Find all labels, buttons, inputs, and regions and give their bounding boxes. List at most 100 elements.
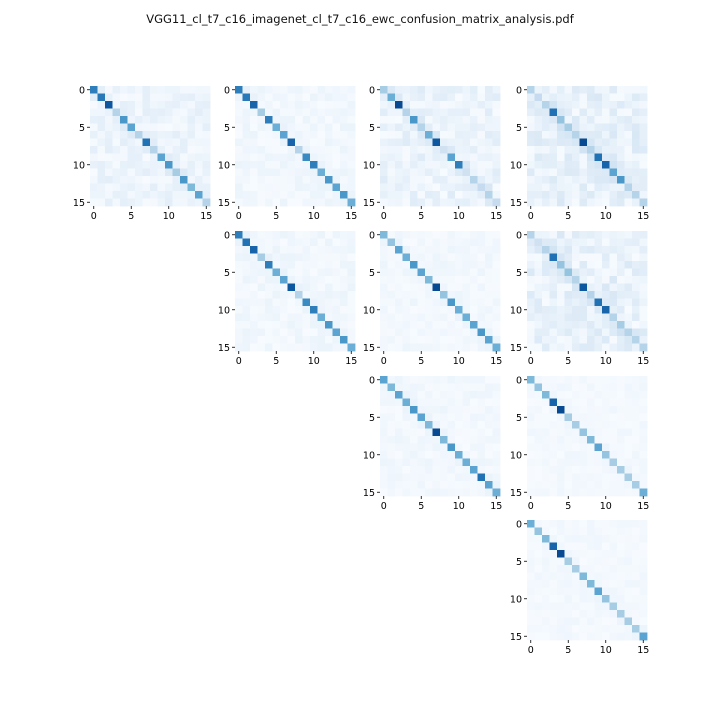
heatmap-cell <box>485 413 493 422</box>
heatmap-cell <box>594 557 603 566</box>
heatmap-cell <box>624 406 633 414</box>
heatmap-cell <box>587 93 595 102</box>
heatmap-cell <box>477 473 486 482</box>
heatmap-cell <box>462 488 471 497</box>
heatmap-cell <box>624 253 633 262</box>
heatmap-cell <box>617 587 625 596</box>
heatmap-cell <box>485 108 493 117</box>
heatmap-cell <box>534 473 543 482</box>
heatmap-cell <box>317 321 326 329</box>
heatmap-cell <box>287 313 296 322</box>
heatmap-cell <box>387 458 396 467</box>
heatmap-cell <box>287 153 296 162</box>
heatmap-cell <box>527 231 535 239</box>
heatmap-cell <box>462 231 471 239</box>
heatmap-cell <box>477 328 486 337</box>
heatmap-cell <box>534 183 543 192</box>
heatmap-cell <box>157 168 166 177</box>
heatmap-cell <box>295 101 303 109</box>
heatmap-cell <box>410 176 418 184</box>
heatmap-cell <box>587 413 595 422</box>
x-tick-label: 5 <box>565 645 571 656</box>
heatmap-cell <box>257 146 266 154</box>
heatmap-cell <box>485 376 493 384</box>
heatmap-cell <box>602 101 610 109</box>
heatmap-cell <box>440 488 448 497</box>
heatmap-cell <box>250 176 258 184</box>
heatmap-cell <box>534 276 543 284</box>
heatmap-cell <box>602 632 610 641</box>
heatmap-cell <box>395 123 403 132</box>
heatmap-cell <box>402 428 411 437</box>
heatmap-cell <box>157 198 166 207</box>
x-tick-label: 10 <box>308 211 320 222</box>
heatmap-cell <box>549 198 558 207</box>
heatmap-cell <box>549 276 558 284</box>
heatmap-cell <box>549 116 558 124</box>
heatmap-cell <box>325 291 333 299</box>
heatmap-cell <box>202 86 211 94</box>
heatmap-cell <box>235 146 243 154</box>
heatmap-cell <box>395 101 403 109</box>
heatmap-cell <box>410 161 418 169</box>
heatmap-cell <box>380 406 388 414</box>
heatmap-cell <box>235 183 243 192</box>
heatmap-cell <box>587 421 595 429</box>
heatmap-cell <box>90 86 98 94</box>
heatmap-cell <box>542 168 550 177</box>
heatmap-cell <box>295 253 303 262</box>
heatmap-cell <box>542 298 550 307</box>
heatmap-cell <box>609 291 618 299</box>
heatmap-cell <box>250 276 258 284</box>
heatmap-cell <box>317 343 326 352</box>
x-tick-label: 0 <box>528 356 534 367</box>
heatmap-cell <box>340 261 348 269</box>
heatmap-cell <box>632 488 640 497</box>
heatmap-cell <box>455 481 463 489</box>
heatmap-cell <box>410 183 418 192</box>
heatmap-cell <box>639 93 648 102</box>
heatmap-cell <box>564 436 573 444</box>
heatmap-cell <box>287 131 296 139</box>
heatmap-cell <box>332 123 341 132</box>
heatmap-cell <box>639 123 648 132</box>
heatmap-cell <box>295 343 303 352</box>
heatmap-cell <box>142 86 151 94</box>
figure-title: VGG11_cl_t7_c16_imagenet_cl_t7_c16_ewc_c… <box>146 12 574 26</box>
heatmap-cell <box>90 123 98 132</box>
heatmap-cell <box>557 328 565 337</box>
heatmap-cell <box>542 246 550 254</box>
heatmap-cell <box>587 161 595 169</box>
heatmap-cell <box>594 565 603 573</box>
heatmap-cell <box>325 161 333 169</box>
heatmap-cell <box>347 168 356 177</box>
heatmap-cell <box>609 336 618 344</box>
heatmap-cell <box>485 451 493 459</box>
heatmap-cell <box>492 376 501 384</box>
heatmap-cell <box>477 421 486 429</box>
heatmap-cell <box>447 138 456 147</box>
heatmap-cell <box>572 443 580 452</box>
heatmap-cell <box>485 383 493 392</box>
heatmap-cell <box>462 161 471 169</box>
heatmap-cell <box>142 191 151 199</box>
heatmap-cell <box>587 101 595 109</box>
heatmap-cell <box>455 261 463 269</box>
heatmap-cell <box>579 161 588 169</box>
heatmap-cell <box>617 451 625 459</box>
heatmap-cell <box>387 238 396 247</box>
heatmap-cell <box>549 428 558 437</box>
heatmap-cell <box>602 580 610 588</box>
heatmap-cell <box>235 336 243 344</box>
heatmap-cell <box>485 146 493 154</box>
heatmap-cell <box>587 488 595 497</box>
heatmap-cell <box>485 246 493 254</box>
heatmap-cell <box>265 253 273 262</box>
heatmap-cell <box>410 198 418 207</box>
heatmap-cell <box>280 306 288 314</box>
heatmap-cell <box>579 565 588 573</box>
heatmap-cell <box>380 176 388 184</box>
heatmap-cell <box>470 336 478 344</box>
heatmap-cell <box>295 313 303 322</box>
heatmap-cell <box>410 123 418 132</box>
